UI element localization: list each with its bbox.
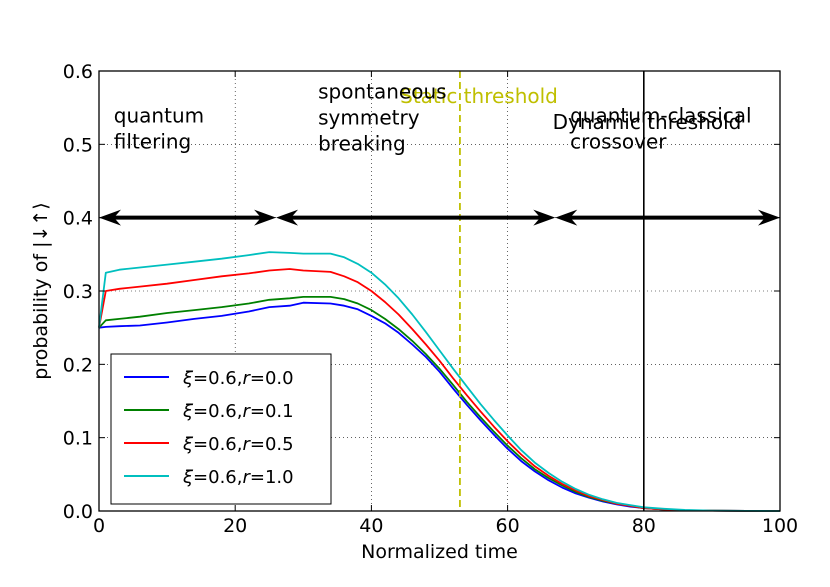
legend-label: ξ=0.6,r=0.1 (182, 401, 294, 422)
phase-label-line: breaking (318, 132, 406, 156)
y-tick-label: 0.6 (63, 61, 93, 83)
arrow-layer (99, 209, 780, 226)
x-tick-label: 20 (223, 515, 247, 537)
phase-label-line: spontaneous (318, 80, 446, 104)
phase-label-line: quantum (114, 104, 204, 128)
phase-arrow-head-right (533, 209, 556, 226)
legend: ξ=0.6,r=0.0 ξ=0.6,r=0.1 ξ=0.6,r=0.5 ξ=0.6,r… (110, 353, 332, 505)
ticks-layer: 0 20 40 60 80 100 0.0 0.1 0.2 0.3 0.4 0.5 0.6 (63, 61, 798, 537)
y-tick-label: 0.2 (63, 354, 93, 376)
x-tick-label: 60 (496, 515, 520, 537)
y-tick-label: 0.1 (63, 428, 93, 450)
phase-arrow-head-right (254, 209, 277, 226)
y-axis-label: probability of |↓↑⟩ (30, 202, 52, 379)
series-layer (98, 251, 781, 512)
x-tick-label: 40 (359, 515, 383, 537)
x-tick-label: 100 (762, 515, 798, 537)
phase-label-line: crossover (570, 130, 667, 154)
phase-arrow-head-left (99, 209, 121, 226)
x-tick-label: 0 (93, 515, 105, 537)
legend-label: ξ=0.6,r=1.0 (182, 467, 294, 488)
phase-label-line: quantum-classical (570, 104, 752, 128)
phase-arrow-head-left (555, 209, 578, 226)
legend-label: ξ=0.6,r=0.0 (182, 368, 294, 389)
legend-label: ξ=0.6,r=0.5 (182, 434, 294, 455)
phase-arrow-head-left (276, 209, 299, 226)
dynamic-threshold-label: Dynamic threshold (553, 110, 742, 134)
phase-arrow-head-right (758, 209, 780, 226)
y-tick-label: 0.5 (63, 134, 93, 156)
static-threshold-label: Static threshold (400, 84, 558, 108)
legend-box (110, 353, 332, 505)
y-tick-label: 0.4 (63, 208, 93, 230)
phase-label-line: filtering (114, 130, 191, 154)
y-tick-label: 0.0 (63, 501, 93, 523)
y-tick-label: 0.3 (63, 281, 93, 303)
phase-label-line: symmetry (318, 106, 420, 130)
x-tick-label: 80 (632, 515, 656, 537)
x-axis-label: Normalized time (361, 541, 518, 563)
series-line (98, 251, 781, 512)
